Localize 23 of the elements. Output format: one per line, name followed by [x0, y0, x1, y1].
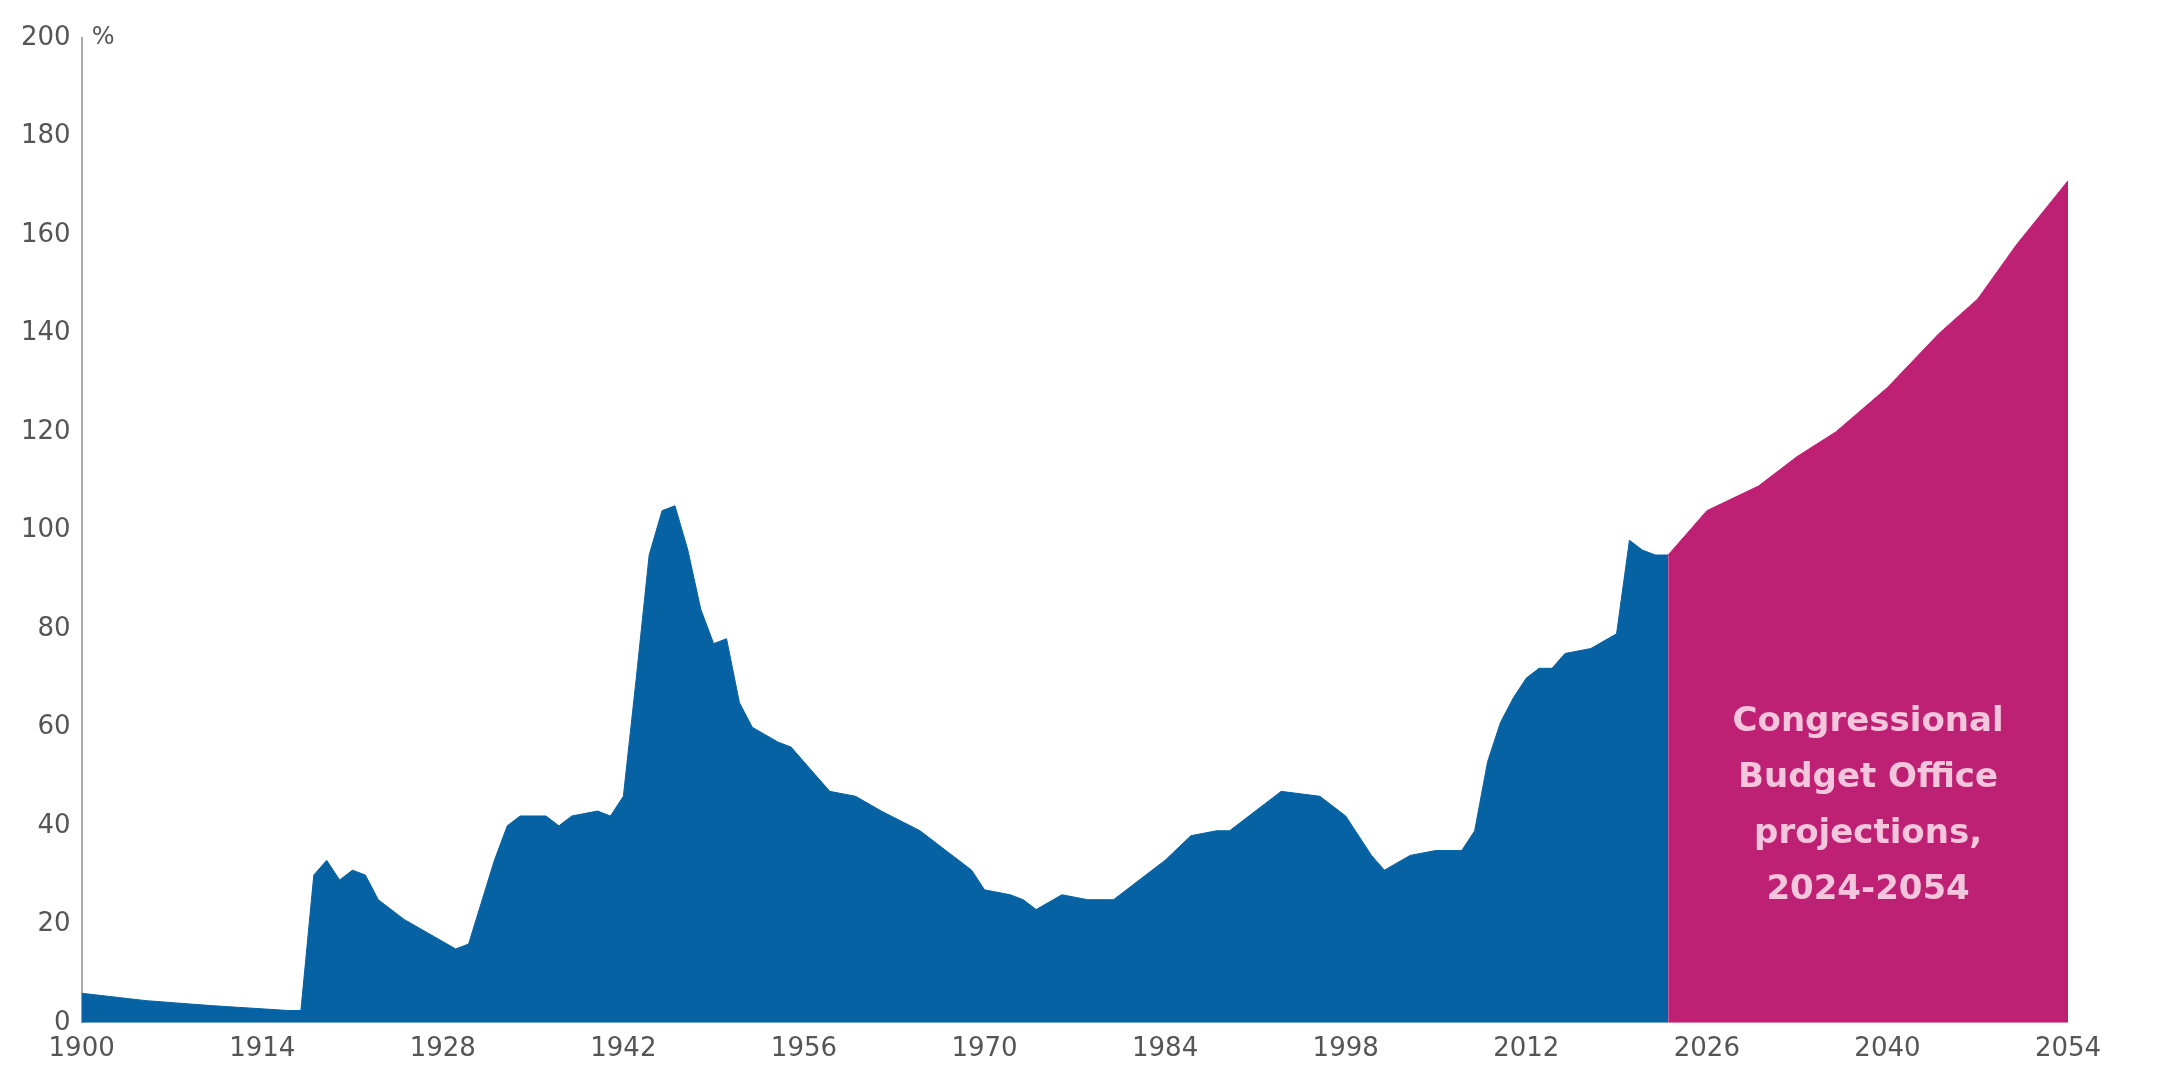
y-tick-label: 120 [20, 414, 71, 445]
annotation: Congressional Budget Office projections, 2024-2054 [1732, 698, 2004, 907]
x-tick-label: 2012 [1493, 1032, 1560, 1063]
x-tick-label: 1984 [1132, 1032, 1199, 1063]
y-tick-label: 100 [20, 513, 71, 544]
y-tick-label: 200 [20, 20, 71, 51]
x-tick-label: 1942 [590, 1032, 657, 1063]
x-tick-label: 1956 [770, 1032, 838, 1063]
y-tick-label: 140 [20, 316, 71, 347]
x-tick-label: 1914 [229, 1032, 296, 1063]
y-tick-label: 60 [37, 710, 71, 741]
x-tick-label: 1928 [409, 1032, 476, 1063]
x-tick-label: 2054 [2034, 1032, 2102, 1063]
y-tick-label: 160 [20, 217, 71, 248]
x-tick-label: 1970 [951, 1032, 1018, 1063]
y-tick-label: 40 [37, 808, 71, 839]
y-tick-label: 20 [37, 907, 71, 938]
x-tick-label: 2040 [1854, 1032, 1921, 1063]
y-axis-title: % [91, 22, 115, 51]
x-tick-label: 2026 [1673, 1032, 1740, 1063]
y-tick-label: 80 [37, 611, 71, 642]
y-tick-label: 180 [20, 119, 71, 150]
x-tick-label: 1998 [1312, 1032, 1379, 1063]
